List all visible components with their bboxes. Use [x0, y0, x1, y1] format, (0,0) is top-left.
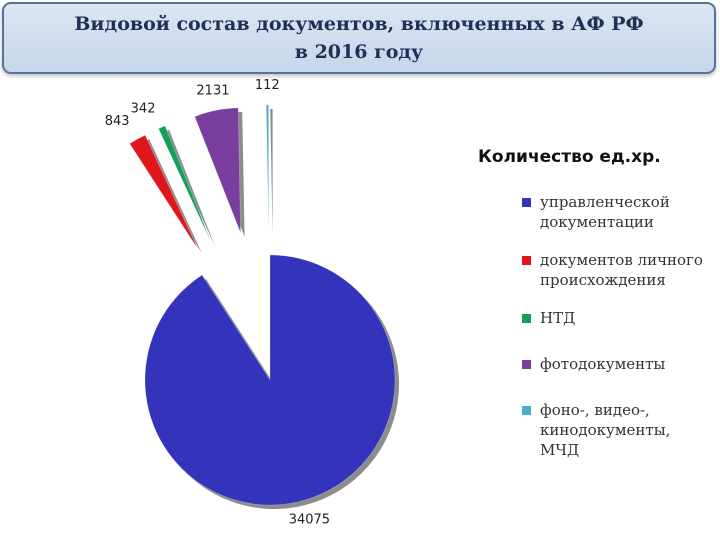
legend-swatch: [522, 406, 531, 415]
data-label-1: 843: [105, 114, 130, 129]
legend-label: НТД: [540, 309, 576, 327]
pie-slice-4[interactable]: [265, 104, 269, 231]
legend: управленческой документации документов ли…: [522, 192, 712, 460]
legend-item-1: документов личного происхождения: [522, 250, 712, 290]
data-label-2: 342: [131, 101, 156, 116]
page-title: Видовой состав документов, включенных в …: [74, 13, 644, 63]
legend-label: фотодокументы: [540, 355, 666, 373]
legend-title: Количество ед.хр.: [478, 147, 661, 167]
legend-label: фоно-, видео-, кинодокументы, МЧД: [540, 401, 671, 459]
legend-swatch: [522, 198, 531, 207]
legend-item-2: НТД: [522, 308, 712, 328]
pie-slice-0[interactable]: [144, 254, 396, 506]
legend-label: управленческой документации: [540, 193, 670, 231]
pie-slice-1[interactable]: [129, 134, 198, 249]
legend-item-0: управленческой документации: [522, 192, 712, 232]
pie-slice-shadow: [270, 109, 273, 235]
legend-item-4: фоно-, видео-, кинодокументы, МЧД: [522, 400, 712, 460]
legend-label: документов личного происхождения: [540, 251, 703, 289]
legend-swatch: [522, 314, 531, 323]
legend-swatch: [522, 360, 531, 369]
data-label-3: 2131: [196, 84, 229, 99]
legend-item-3: фотодокументы: [522, 354, 712, 374]
data-label-4: 112: [255, 78, 280, 93]
data-label-0: 34075: [289, 512, 330, 527]
pie-slice-2[interactable]: [158, 125, 212, 243]
title-banner: Видовой состав документов, включенных в …: [2, 2, 716, 74]
pie-slice-3[interactable]: [194, 107, 241, 234]
legend-swatch: [522, 256, 531, 265]
